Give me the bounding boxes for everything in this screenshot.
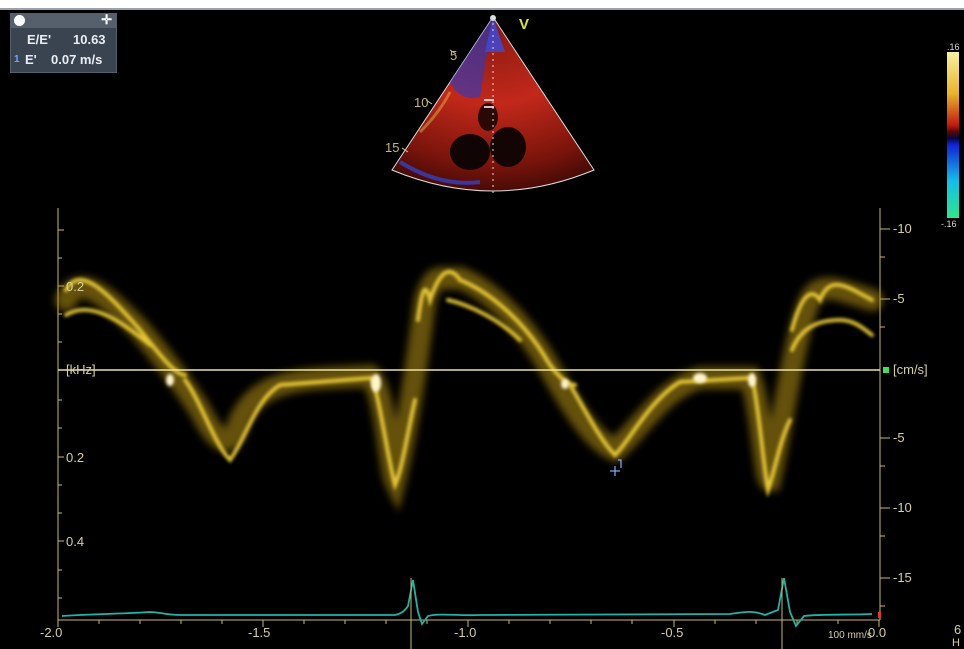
velocity-value: 0.07 m/s bbox=[51, 52, 103, 67]
sweep-speed-label: 100 mm/s bbox=[828, 630, 872, 641]
velocity-marker: 1 bbox=[14, 54, 20, 65]
time-tick-zero: 0.0 bbox=[868, 625, 887, 640]
window-top-bar bbox=[0, 0, 964, 8]
color-scale-bottom: -.16 bbox=[941, 219, 957, 229]
ratio-label: E/E' bbox=[27, 32, 52, 47]
sector-depth-15: 15 bbox=[385, 140, 400, 155]
left-axis-tick-top: 0.2 bbox=[66, 279, 85, 294]
ecg-trace bbox=[61, 577, 873, 628]
color-velocity-scale bbox=[947, 52, 959, 218]
velocity-label: E' bbox=[25, 52, 37, 67]
mode-indicator: V bbox=[519, 16, 530, 33]
measurement-panel[interactable]: ✛ E/E' 10.63 1 E' 0.07 m/s bbox=[10, 12, 117, 73]
time-tick-minus1-5: -1.5 bbox=[248, 625, 271, 640]
sector-scan-image[interactable] bbox=[380, 12, 610, 207]
right-axis-tick-5: -5 bbox=[893, 291, 905, 306]
sector-depth-5: 5 bbox=[450, 48, 458, 63]
measurement-panel-header: ✛ bbox=[11, 12, 116, 28]
window-top-border bbox=[0, 8, 964, 10]
edge-label-right: 6 bbox=[954, 622, 962, 637]
color-scale-top: .16 bbox=[947, 42, 960, 52]
right-axis-tick-minus15: -15 bbox=[893, 570, 912, 585]
time-tick-minus0-5: -0.5 bbox=[661, 625, 684, 640]
time-tick-minus1: -1.0 bbox=[454, 625, 477, 640]
left-axis-tick-mid: 0.2 bbox=[66, 450, 85, 465]
sector-depth-10: 10 bbox=[414, 95, 429, 110]
ratio-value: 10.63 bbox=[73, 32, 106, 47]
right-axis-tick-minus10: -10 bbox=[893, 500, 912, 515]
right-axis-tick-10: -10 bbox=[893, 221, 912, 236]
left-axis-unit: [kHz] bbox=[66, 362, 96, 377]
edge-label-bottom: H bbox=[952, 637, 960, 649]
right-axis-tick-minus5: -5 bbox=[893, 430, 905, 445]
move-icon[interactable]: ✛ bbox=[101, 12, 112, 27]
right-axis-unit: [cm/s] bbox=[893, 362, 928, 377]
time-tick-minus2: -2.0 bbox=[40, 625, 63, 640]
left-axis-tick-low: 0.4 bbox=[66, 534, 85, 549]
collapse-icon[interactable] bbox=[14, 15, 25, 26]
